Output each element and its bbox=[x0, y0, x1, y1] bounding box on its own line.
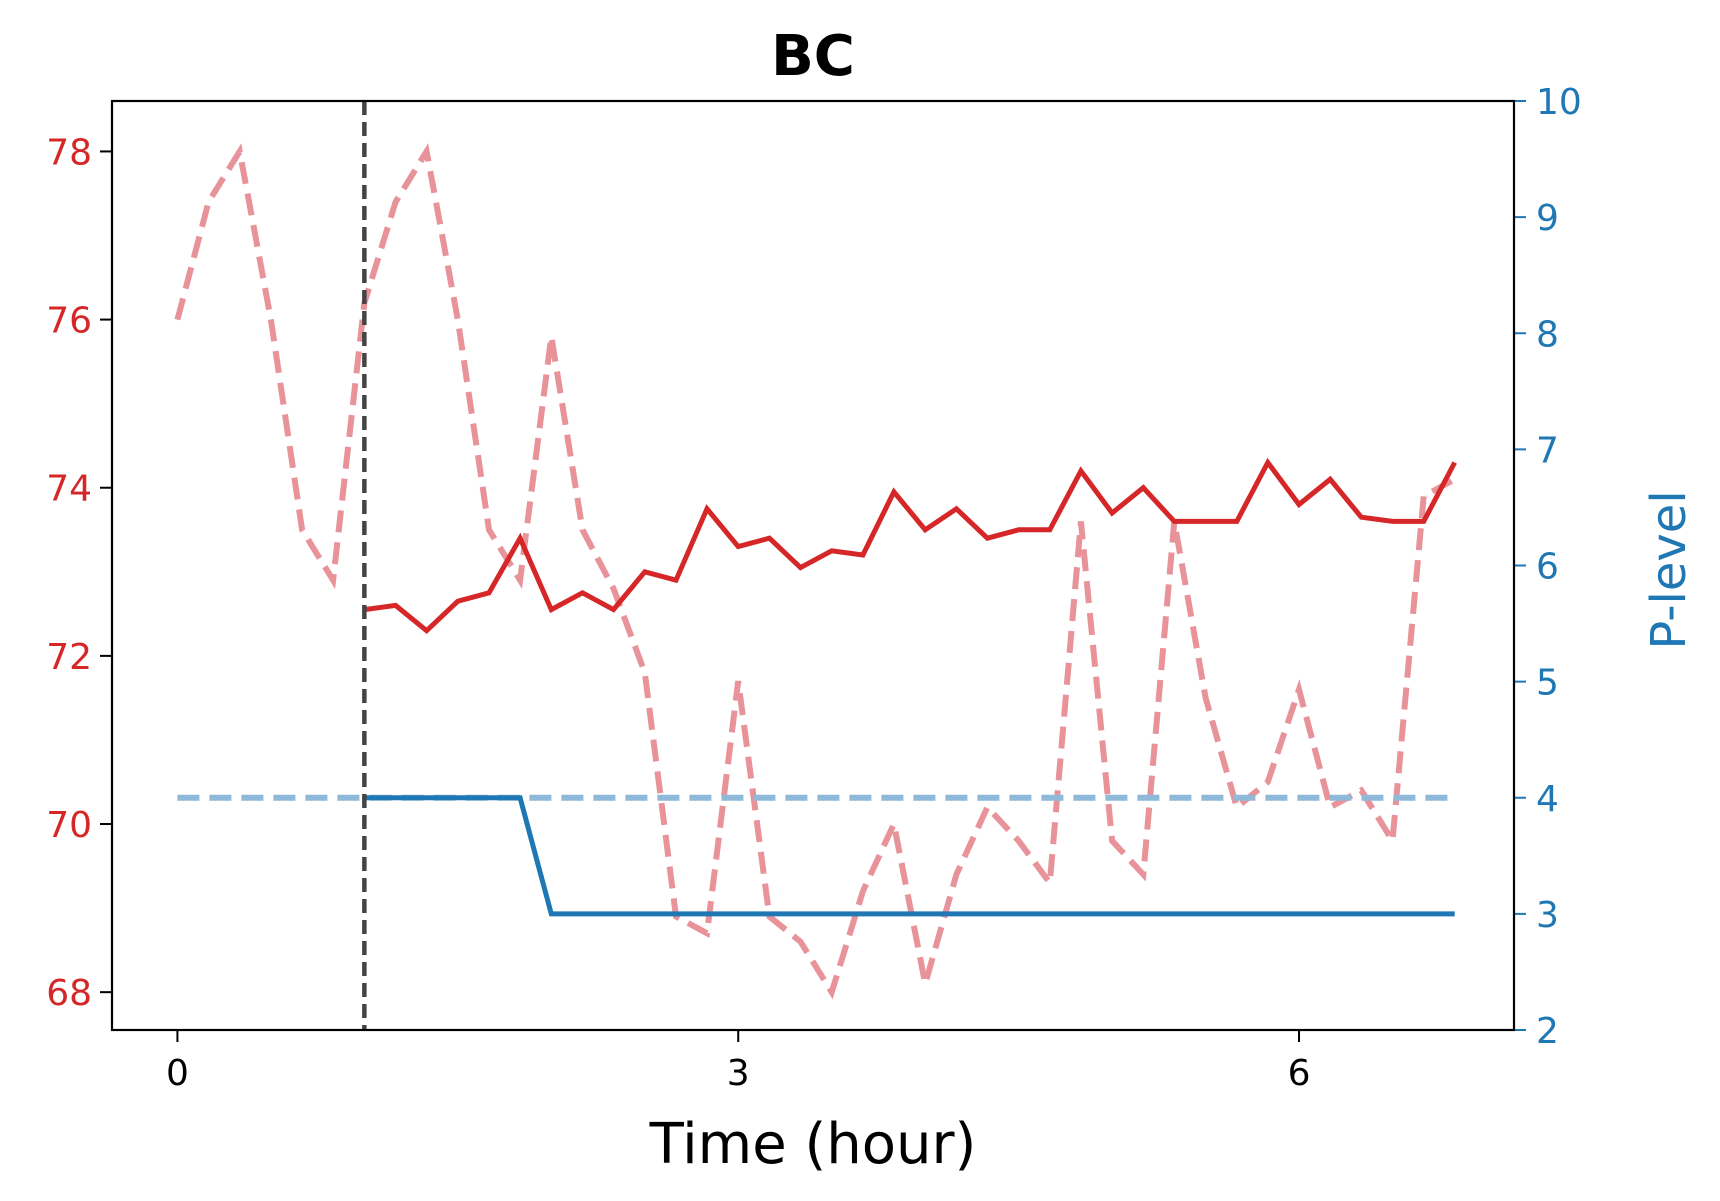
series-line-4 bbox=[364, 795, 1455, 917]
chart-title: BC bbox=[771, 24, 855, 89]
x-tick-label: 0 bbox=[166, 1053, 189, 1094]
x-tick-label: 6 bbox=[1288, 1053, 1311, 1094]
right-tick-label: 6 bbox=[1536, 547, 1559, 588]
right-tick-label: 8 bbox=[1536, 314, 1559, 355]
left-tick-label: 72 bbox=[46, 637, 92, 678]
left-tick-label: 74 bbox=[46, 469, 92, 510]
right-tick-label: 2 bbox=[1536, 1011, 1559, 1052]
left-tick-label: 78 bbox=[46, 132, 92, 173]
x-tick-label: 3 bbox=[727, 1053, 750, 1094]
series-line-2 bbox=[364, 457, 1457, 635]
right-tick-label: 3 bbox=[1536, 895, 1559, 936]
right-tick-label: 10 bbox=[1536, 82, 1582, 123]
series-line-1 bbox=[174, 143, 1457, 1000]
right-axis-label: P-level bbox=[1641, 490, 1697, 649]
right-tick-label: 4 bbox=[1536, 779, 1559, 820]
left-tick-label: 76 bbox=[46, 301, 92, 342]
right-tick-label: 7 bbox=[1536, 430, 1559, 471]
left-tick-label: 68 bbox=[46, 973, 92, 1014]
left-tick-label: 70 bbox=[46, 805, 92, 846]
plot-frame bbox=[110, 99, 1516, 1032]
x-axis-label: Time (hour) bbox=[649, 1112, 977, 1177]
right-tick-label: 5 bbox=[1536, 663, 1559, 704]
right-tick-label: 9 bbox=[1536, 198, 1559, 239]
